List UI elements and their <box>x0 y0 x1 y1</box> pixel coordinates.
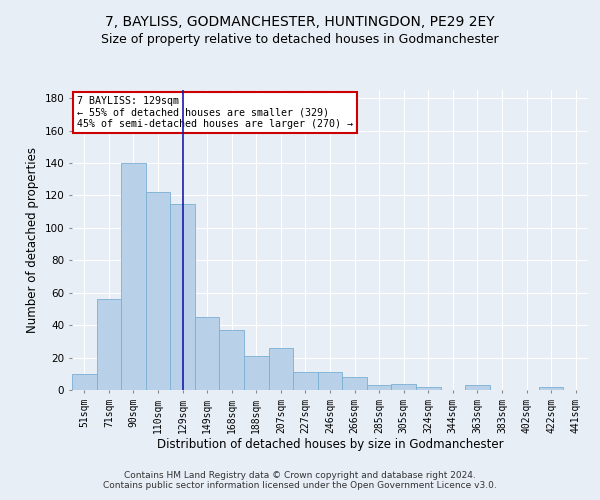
Bar <box>269 348 293 390</box>
Bar <box>391 384 416 390</box>
Bar <box>367 385 391 390</box>
Bar <box>170 204 195 390</box>
Bar <box>539 387 563 390</box>
X-axis label: Distribution of detached houses by size in Godmanchester: Distribution of detached houses by size … <box>157 438 503 452</box>
Bar <box>97 299 121 390</box>
Bar <box>465 385 490 390</box>
Bar <box>416 387 440 390</box>
Bar <box>72 374 97 390</box>
Text: 7 BAYLISS: 129sqm
← 55% of detached houses are smaller (329)
45% of semi-detache: 7 BAYLISS: 129sqm ← 55% of detached hous… <box>77 96 353 129</box>
Bar <box>121 163 146 390</box>
Text: Size of property relative to detached houses in Godmanchester: Size of property relative to detached ho… <box>101 32 499 46</box>
Bar <box>195 317 220 390</box>
Text: Contains HM Land Registry data © Crown copyright and database right 2024.
Contai: Contains HM Land Registry data © Crown c… <box>103 470 497 490</box>
Text: 7, BAYLISS, GODMANCHESTER, HUNTINGDON, PE29 2EY: 7, BAYLISS, GODMANCHESTER, HUNTINGDON, P… <box>105 15 495 29</box>
Bar <box>318 372 342 390</box>
Bar <box>342 377 367 390</box>
Bar <box>244 356 269 390</box>
Y-axis label: Number of detached properties: Number of detached properties <box>26 147 39 333</box>
Bar <box>220 330 244 390</box>
Bar <box>146 192 170 390</box>
Bar <box>293 372 318 390</box>
